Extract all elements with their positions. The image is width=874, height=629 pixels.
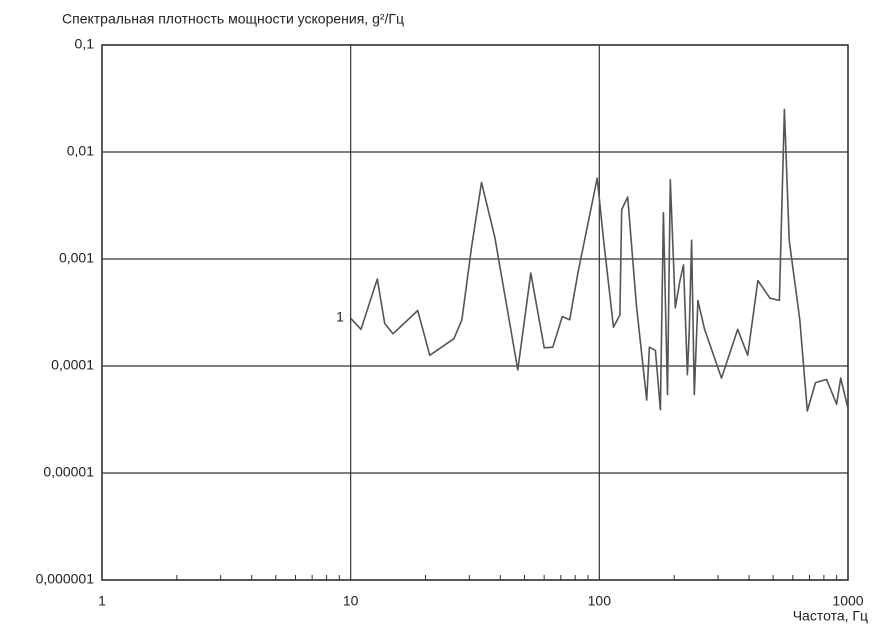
chart-title: Спектральная плотность мощности ускорени…: [62, 11, 404, 27]
x-tick-label: 100: [588, 593, 612, 609]
plot-frame: [101, 44, 849, 581]
y-tick-label: 0,0001: [51, 357, 94, 373]
annotation: 1: [336, 309, 344, 325]
y-tick-label: 0,01: [67, 143, 94, 159]
y-tick-label: 0,000001: [36, 571, 95, 587]
y-tick-label: 0,1: [75, 36, 95, 52]
data-line: [350, 108, 849, 412]
y-tick-label: 0,00001: [43, 464, 94, 480]
x-tick-label: 1: [98, 593, 106, 609]
x-tick-label: 10: [343, 593, 359, 609]
x-tick-label: 1000: [832, 593, 863, 609]
x-axis-label: Частота, Гц: [793, 608, 868, 624]
y-tick-label: 0,001: [59, 250, 94, 266]
